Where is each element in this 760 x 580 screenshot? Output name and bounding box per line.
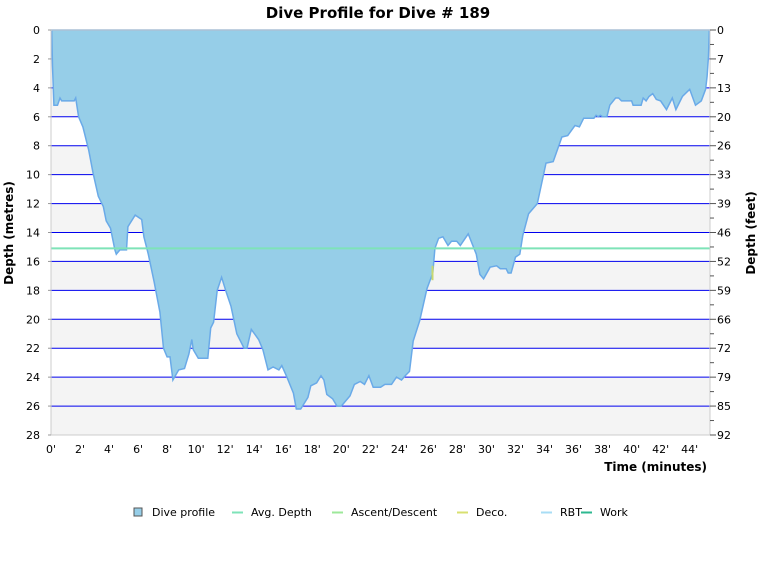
x-tick-label: 34' [536, 443, 553, 456]
y-tick-label: 16 [26, 255, 40, 268]
x-tick-label: 30' [478, 443, 495, 456]
y-right-tick-label: 72 [717, 342, 731, 355]
y-right-tick-label: 46 [717, 227, 731, 240]
y-tick-label: 4 [33, 82, 40, 95]
y-right-tick-label: 33 [717, 169, 731, 182]
y-tick-label: 0 [33, 24, 40, 37]
y-right-tick-label: 13 [717, 82, 731, 95]
y-tick-label: 6 [33, 111, 40, 124]
x-tick-label: 42' [652, 443, 669, 456]
y-tick-label: 12 [26, 198, 40, 211]
x-tick-label: 8' [162, 443, 172, 456]
y-tick-label: 18 [26, 284, 40, 297]
y-right-tick-label: 66 [717, 313, 731, 326]
x-tick-label: 20' [333, 443, 350, 456]
x-tick-label: 22' [362, 443, 379, 456]
y-axis-right-label: Depth (feet) [744, 191, 758, 274]
y-tick-label: 14 [26, 227, 40, 240]
y-tick-label: 10 [26, 169, 40, 182]
y-right-tick-label: 26 [717, 140, 731, 153]
x-tick-label: 16' [275, 443, 292, 456]
y-right-tick-label: 59 [717, 284, 731, 297]
x-tick-label: 44' [681, 443, 698, 456]
y-tick-label: 20 [26, 313, 40, 326]
x-tick-label: 14' [246, 443, 263, 456]
legend-label: Deco. [476, 506, 507, 519]
y-tick-label: 24 [26, 371, 40, 384]
x-tick-label: 18' [304, 443, 321, 456]
y-axis-label: Depth (metres) [2, 181, 16, 285]
y-right-tick-label: 85 [717, 400, 731, 413]
legend-label: RBT [560, 506, 582, 519]
legend-label: Ascent/Descent [351, 506, 438, 519]
x-tick-label: 32' [507, 443, 524, 456]
y-tick-label: 28 [26, 429, 40, 442]
y-tick-label: 8 [33, 140, 40, 153]
y-tick-label: 26 [26, 400, 40, 413]
x-tick-label: 4' [104, 443, 114, 456]
x-tick-label: 28' [449, 443, 466, 456]
x-tick-label: 26' [420, 443, 437, 456]
x-tick-label: 24' [391, 443, 408, 456]
x-tick-label: 6' [133, 443, 143, 456]
legend-label: Avg. Depth [251, 506, 312, 519]
y-right-tick-label: 52 [717, 255, 731, 268]
x-tick-label: 2' [75, 443, 85, 456]
legend-label: Dive profile [152, 506, 215, 519]
y-tick-label: 22 [26, 342, 40, 355]
legend: Dive profile Avg. Depth Ascent/Descent Deco… [133, 506, 628, 519]
y-right-tick-label: 7 [717, 53, 724, 66]
x-axis-label: Time (minutes) [604, 460, 707, 474]
dive-profile-area [50, 29, 711, 410]
x-tick-label: 36' [565, 443, 582, 456]
y-right-tick-label: 20 [717, 111, 731, 124]
x-tick-label: 0' [46, 443, 56, 456]
y-tick-label: 2 [33, 53, 40, 66]
x-tick-label: 38' [594, 443, 611, 456]
legend-swatch-0 [133, 507, 143, 517]
y-right-tick-label: 0 [717, 24, 724, 37]
x-tick-label: 10' [188, 443, 205, 456]
chart-title: Dive Profile for Dive # 189 [266, 4, 490, 22]
y-right-tick-label: 92 [717, 429, 731, 442]
x-tick-label: 40' [623, 443, 640, 456]
x-tick-label: 12' [217, 443, 234, 456]
legend-label: Work [600, 506, 628, 519]
y-right-tick-label: 39 [717, 198, 731, 211]
y-right-tick-label: 79 [717, 371, 731, 384]
